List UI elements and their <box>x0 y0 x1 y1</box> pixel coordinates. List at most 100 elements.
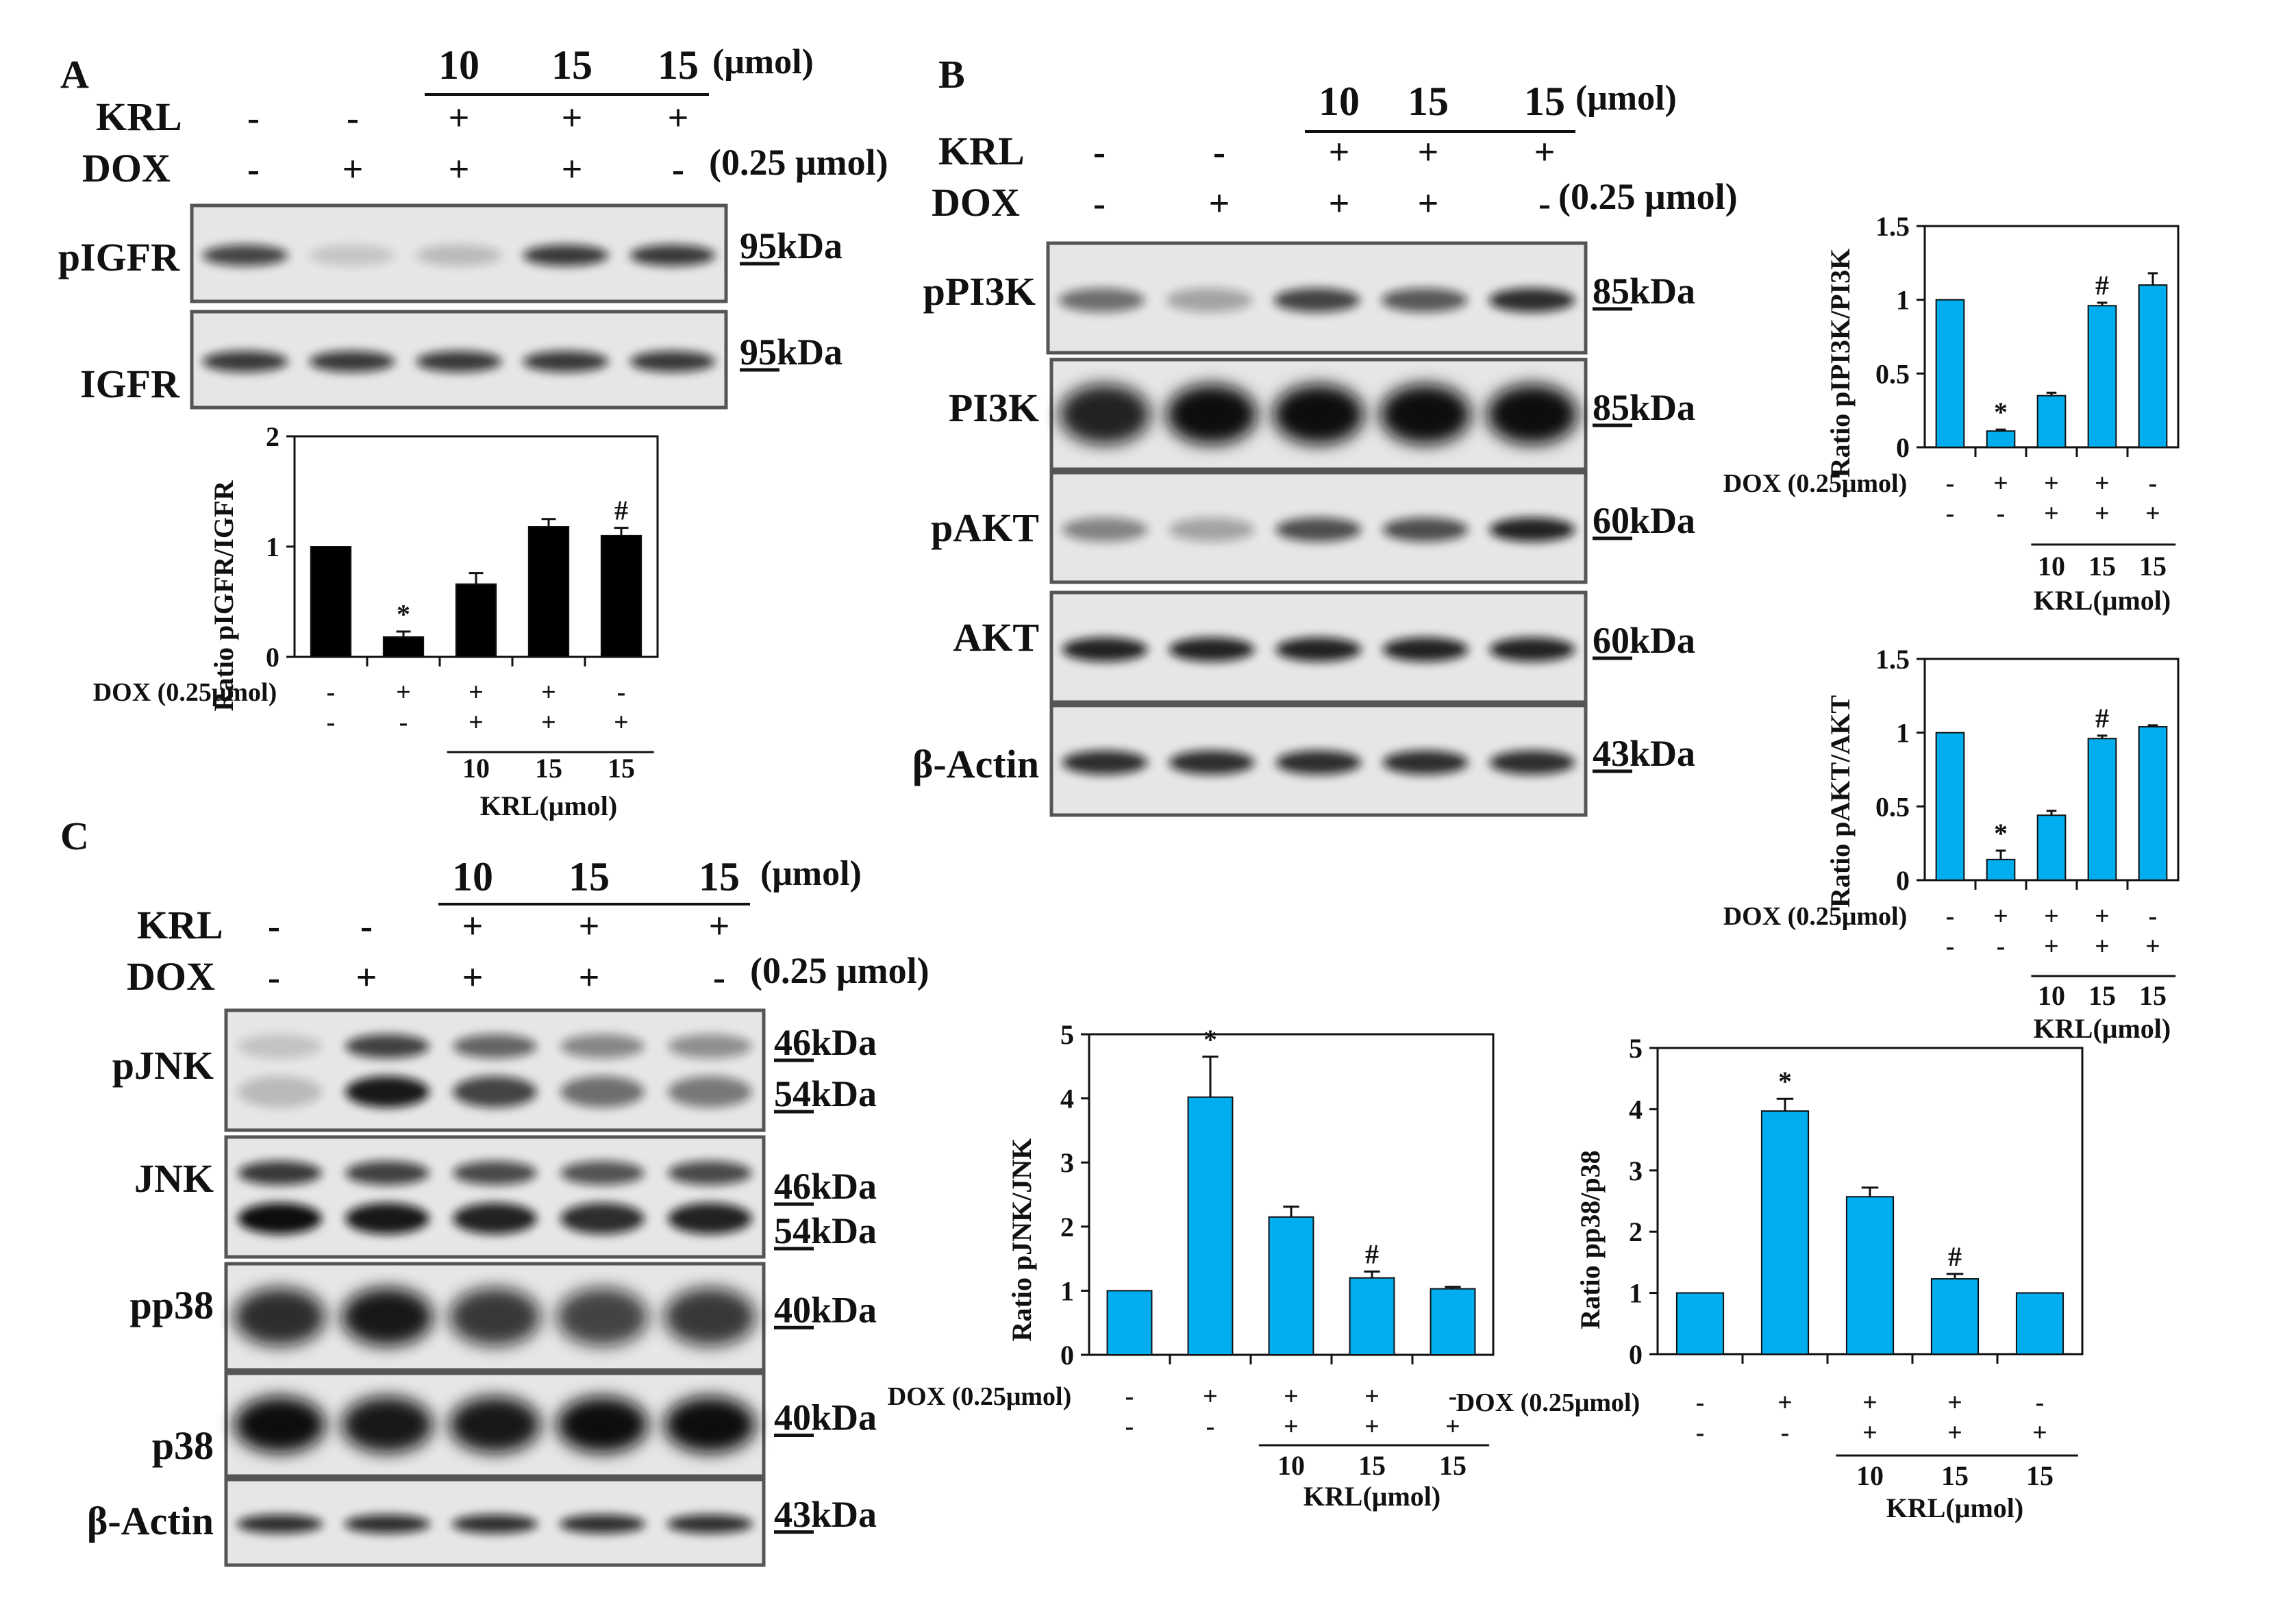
protein-band <box>453 1203 537 1234</box>
protein-band <box>668 1034 752 1058</box>
krl-sign: + <box>614 708 629 737</box>
protein-band <box>1169 637 1255 662</box>
krl-sign: - <box>1125 1412 1134 1441</box>
protein-band <box>560 1203 645 1234</box>
dox-sign: + <box>541 678 556 707</box>
kda-marker: 40kDa <box>774 1397 877 1438</box>
y-tick-label: 0 <box>1060 1340 1074 1371</box>
protein-band <box>238 1034 322 1058</box>
protein-band <box>1166 384 1258 445</box>
protein-band <box>560 1161 645 1185</box>
bar <box>310 546 352 658</box>
protein-band <box>668 1076 752 1108</box>
y-tick-label: 1 <box>1896 718 1910 749</box>
blot-label: β-Actin <box>87 1499 214 1543</box>
krl-row-label: KRL <box>938 129 1025 173</box>
protein-band <box>1062 750 1148 775</box>
significance-mark: # <box>1948 1241 1962 1272</box>
protein-band <box>1062 517 1148 542</box>
bar <box>2087 305 2117 448</box>
kda-marker: 85kDa <box>1593 271 1695 312</box>
krl-sign: + <box>1284 1412 1299 1441</box>
blot-panel-B: B10 15 15 (μmol)KRL - - + + +DOX - + + + - (0.25 μmol)… <box>912 52 1738 817</box>
dox-row-label: DOX <box>82 146 171 190</box>
y-tick-label: 2 <box>1060 1212 1074 1242</box>
bar <box>382 636 425 658</box>
protein-band <box>668 1161 752 1185</box>
protein-band <box>341 1396 434 1453</box>
dox-sign: - <box>2149 902 2158 931</box>
protein-band <box>1275 517 1362 542</box>
krl-sign: + <box>709 906 730 947</box>
krl-sign: - <box>1093 132 1106 173</box>
krl-sign: + <box>2095 499 2110 528</box>
protein-band <box>666 1514 753 1534</box>
y-tick-label: 1 <box>1896 285 1910 316</box>
krl-sign: + <box>2145 499 2160 528</box>
protein-band <box>344 1514 431 1534</box>
dox-sign: + <box>1329 183 1350 224</box>
dox-sign: + <box>562 149 583 190</box>
blot-pAKT: pAKT 60kDa <box>931 471 1695 584</box>
dox-sign: - <box>1696 1388 1705 1417</box>
krl-sign: - <box>1946 932 1955 961</box>
dose-label: 15 <box>608 753 635 784</box>
dose-unit: (μmol) <box>712 42 814 82</box>
protein-band <box>560 1034 645 1058</box>
krl-axis-label: KRL(μmol) <box>1886 1493 2023 1523</box>
bar <box>1935 732 1965 881</box>
krl-sign: + <box>2032 1419 2047 1447</box>
y-tick-label: 1.5 <box>1875 644 1910 675</box>
protein-band <box>202 245 288 266</box>
protein-band <box>668 1203 752 1234</box>
protein-band <box>1273 384 1364 445</box>
y-tick-label: 3 <box>1629 1156 1643 1186</box>
kda-marker: 43kDa <box>774 1494 877 1535</box>
kda-marker: 46kDa <box>774 1022 877 1063</box>
dose-label: 10 <box>438 42 479 88</box>
dose-label: 15 <box>2026 1460 2054 1491</box>
protein-band <box>1062 637 1148 662</box>
blot-panels: A 10 15 15 (μmol)KRL - - + + +DOX - + + + - (0.25 μmol)… <box>58 42 1738 1567</box>
blot-AKT: AKT 60kDa <box>953 590 1695 704</box>
bar <box>2036 395 2067 449</box>
protein-band <box>629 351 716 373</box>
protein-band <box>236 1514 323 1534</box>
krl-sign: + <box>449 97 470 138</box>
protein-band <box>1381 288 1468 312</box>
significance-mark: # <box>2095 270 2109 301</box>
krl-axis-label: KRL(μmol) <box>480 790 617 821</box>
dose-unit: (μmol) <box>760 854 862 893</box>
dox-sign: + <box>1947 1388 1962 1417</box>
bar <box>1106 1290 1153 1356</box>
kda-marker: 54kDa <box>774 1073 877 1114</box>
krl-sign: - <box>399 708 408 737</box>
dox-sign: + <box>1777 1388 1793 1417</box>
krl-sign: - <box>347 97 359 138</box>
protein-band <box>309 245 395 266</box>
blot-label: p38 <box>152 1423 214 1468</box>
panel-letter: B <box>938 52 965 97</box>
bar <box>1430 1288 1476 1356</box>
protein-band <box>345 1076 429 1108</box>
y-tick-label: 4 <box>1629 1094 1643 1125</box>
krl-sign: + <box>579 906 600 947</box>
dox-unit: (0.25 μmol) <box>1558 176 1738 217</box>
krl-axis-label: KRL(μmol) <box>1303 1481 1440 1512</box>
significance-mark: * <box>1778 1066 1792 1097</box>
y-tick-label: 1 <box>1060 1275 1074 1306</box>
panel-letter: C <box>60 814 89 858</box>
dox-sign: + <box>2044 902 2059 931</box>
blot-β-Actin: β-Actin 43kDa <box>87 1477 877 1567</box>
protein-band <box>1382 750 1469 775</box>
dox-sign: + <box>2095 902 2110 931</box>
dose-label: 15 <box>569 854 610 899</box>
blot-label: IGFR <box>80 362 180 406</box>
protein-band <box>453 1076 537 1108</box>
dose-label: 10 <box>2038 551 2065 582</box>
protein-band <box>345 1161 429 1185</box>
dox-sign: - <box>327 678 336 707</box>
